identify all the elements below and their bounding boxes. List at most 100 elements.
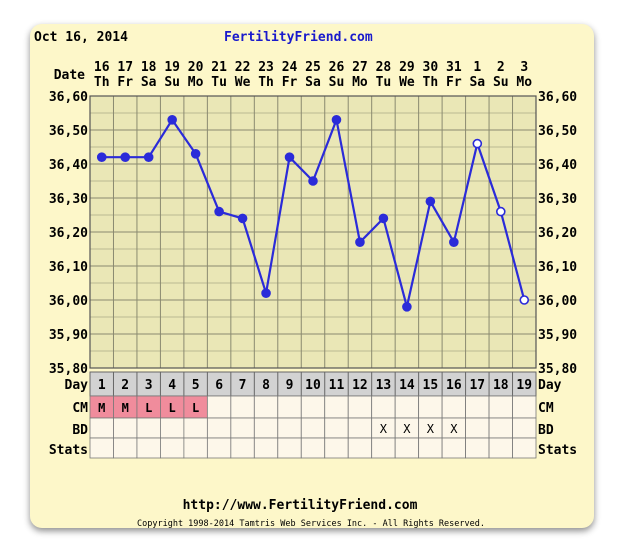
temperature-point: [120, 152, 131, 162]
y-tick-label-right: 36,20: [538, 226, 577, 241]
date-label: 1: [473, 60, 481, 75]
cycle-day-label: 12: [352, 378, 368, 393]
cm-mark: L: [145, 401, 152, 415]
y-tick-label-right: 35,90: [538, 328, 577, 343]
y-tick-label-left: 36,60: [49, 90, 88, 105]
stats-cell: [465, 437, 490, 459]
stats-row-label-right: Stats: [538, 443, 577, 458]
date-label: 26: [329, 60, 345, 75]
y-tick-label-left: 36,00: [49, 294, 88, 309]
stats-cell: [253, 437, 279, 459]
cycle-day-label: 11: [329, 378, 345, 393]
bd-cell: [89, 417, 114, 439]
temperature-point: [308, 176, 318, 186]
date-label: 18: [141, 60, 157, 75]
bd-mark: X: [403, 422, 411, 436]
weekday-label: We: [235, 75, 251, 90]
stats-cell: [371, 437, 396, 459]
y-tick-label-right: 36,40: [538, 158, 577, 173]
stats-cell: [183, 437, 208, 459]
weekday-label: Su: [164, 75, 180, 90]
y-tick-label-right: 35,80: [538, 362, 577, 377]
cm-mark: L: [192, 401, 199, 415]
temperature-point: [519, 295, 530, 305]
temperature-point: [331, 115, 342, 125]
temperature-point: [190, 149, 201, 159]
y-tick-label-right: 36,60: [538, 90, 577, 105]
bd-cell: [183, 417, 208, 439]
cm-cell: [277, 395, 302, 419]
site-link[interactable]: FertilityFriend.com: [224, 30, 373, 45]
bd-cell: [347, 417, 373, 439]
y-tick-label-left: 36,20: [49, 226, 88, 241]
weekday-label: Mo: [516, 75, 532, 90]
y-tick-label-left: 36,50: [49, 124, 88, 139]
y-tick-label-right: 36,00: [538, 294, 577, 309]
weekday-label: Fr: [117, 75, 133, 90]
date-label: 22: [235, 60, 251, 75]
cycle-day-label: 3: [145, 378, 153, 393]
cm-cell: [418, 395, 443, 419]
weekday-label: Th: [258, 75, 274, 90]
temperature-point: [143, 152, 154, 162]
chart-date: Oct 16, 2014: [34, 30, 128, 45]
stats-cell: [136, 437, 161, 459]
y-tick-label-left: 36,40: [49, 158, 88, 173]
cycle-day-label: 4: [168, 378, 176, 393]
cycle-day-label: 2: [121, 378, 129, 393]
bd-mark: X: [427, 422, 435, 436]
weekday-label: Sa: [469, 75, 485, 90]
footer-url[interactable]: http://www.FertilityFriend.com: [183, 498, 418, 513]
day-row-label-left: Day: [65, 378, 89, 393]
cm-cell: [465, 395, 490, 419]
weekday-label: Su: [493, 75, 509, 90]
cycle-day-label: 9: [286, 378, 294, 393]
stats-cell: [512, 437, 537, 459]
temperature-point: [261, 288, 271, 299]
bd-cell: [465, 417, 490, 439]
date-label: 17: [117, 60, 133, 75]
cm-row-label-left: CM: [72, 401, 88, 416]
date-label: 29: [399, 60, 415, 75]
stats-cell: [347, 437, 373, 459]
y-tick-label-right: 36,50: [538, 124, 577, 139]
date-label: 20: [188, 60, 204, 75]
bd-cell: [277, 417, 302, 439]
bd-cell: [488, 417, 513, 439]
y-tick-label-left: 36,30: [49, 192, 88, 207]
stats-cell: [441, 437, 466, 459]
temperature-point: [355, 237, 365, 247]
date-label: 27: [352, 60, 368, 75]
y-tick-label-left: 35,90: [49, 328, 88, 343]
cm-cell: [394, 395, 420, 419]
date-label: 2: [497, 60, 505, 75]
weekday-label: Mo: [352, 75, 368, 90]
stats-cell: [488, 437, 513, 459]
weekday-label: Th: [94, 75, 110, 90]
cm-mark: M: [122, 401, 129, 415]
date-row-label: Date: [54, 68, 85, 83]
weekday-label: Fr: [282, 75, 298, 90]
cycle-day-label: 13: [376, 378, 392, 393]
temperature-point: [284, 152, 295, 162]
temperature-point: [449, 237, 459, 247]
bd-cell: [300, 417, 326, 439]
temperature-point: [167, 115, 177, 125]
temperature-point: [402, 301, 412, 312]
temperature-point: [237, 213, 248, 224]
weekday-label: Th: [423, 75, 439, 90]
date-label: 16: [94, 60, 110, 75]
bd-cell: [324, 417, 349, 439]
cm-cell: [300, 395, 326, 419]
cm-cell: [347, 395, 373, 419]
weekday-label: We: [399, 75, 415, 90]
bd-cell: [160, 417, 185, 439]
cycle-day-label: 7: [239, 378, 247, 393]
cm-cell: [512, 395, 537, 419]
cycle-day-label: 18: [493, 378, 509, 393]
bd-cell: [253, 417, 279, 439]
stats-cell: [160, 437, 185, 459]
cm-mark: L: [169, 401, 176, 415]
cycle-day-label: 15: [423, 378, 439, 393]
date-label: 25: [305, 60, 321, 75]
